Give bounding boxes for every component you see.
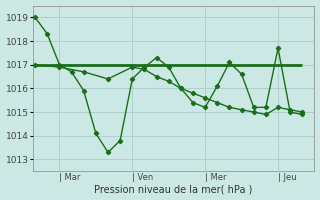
X-axis label: Pression niveau de la mer( hPa ): Pression niveau de la mer( hPa ) [94, 184, 253, 194]
